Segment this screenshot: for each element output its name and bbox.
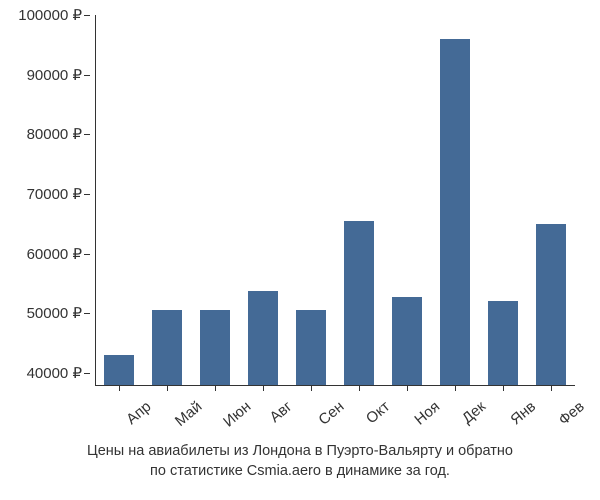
y-axis: 40000 ₽ 50000 ₽ 60000 ₽ 70000 ₽ 80000 ₽ 90000… <box>0 15 90 385</box>
y-tick-label: 100000 ₽ <box>18 6 82 24</box>
y-tick-mark <box>84 194 90 195</box>
price-chart: 40000 ₽ 50000 ₽ 60000 ₽ 70000 ₽ 80000 ₽ 90000… <box>0 0 600 500</box>
x-tick-label: Май <box>172 398 205 430</box>
y-tick-label: 40000 ₽ <box>27 364 82 382</box>
bar <box>392 297 422 385</box>
caption-line-2: по статистике Csmia.aero в динамике за г… <box>150 463 450 479</box>
y-tick-mark <box>84 373 90 374</box>
x-tick-mark <box>455 385 456 391</box>
caption-line-1: Цены на авиабилеты из Лондона в Пуэрто-В… <box>87 443 513 459</box>
x-axis-labels: АпрМайИюнАвгСенОктНояДекЯнвФев <box>95 392 575 442</box>
x-tick-mark <box>167 385 168 391</box>
bar <box>152 310 182 385</box>
y-tick-mark <box>84 75 90 76</box>
bar <box>344 221 374 385</box>
x-tick-mark <box>359 385 360 391</box>
bar <box>440 39 470 385</box>
y-tick-mark <box>84 15 90 16</box>
y-tick-label: 90000 ₽ <box>27 66 82 84</box>
x-tick-mark <box>503 385 504 391</box>
bar <box>200 310 230 385</box>
bar <box>488 301 518 385</box>
x-tick-label: Ноя <box>411 398 443 429</box>
y-tick-mark <box>84 254 90 255</box>
plot-area <box>95 15 575 385</box>
y-tick-label: 80000 ₽ <box>27 125 82 143</box>
x-tick-mark <box>311 385 312 391</box>
x-tick-label: Окт <box>363 398 393 427</box>
x-tick-label: Дек <box>459 398 489 427</box>
bar <box>296 310 326 385</box>
x-tick-label: Авг <box>266 398 295 426</box>
y-tick-label: 50000 ₽ <box>27 304 82 322</box>
x-tick-label: Апр <box>123 398 154 428</box>
x-tick-label: Фев <box>555 398 587 429</box>
y-tick-label: 60000 ₽ <box>27 245 82 263</box>
chart-caption: Цены на авиабилеты из Лондона в Пуэрто-В… <box>0 442 600 481</box>
x-tick-label: Июн <box>220 398 254 431</box>
bar <box>536 224 566 385</box>
bar <box>104 355 134 385</box>
x-tick-mark <box>119 385 120 391</box>
x-tick-mark <box>263 385 264 391</box>
x-tick-mark <box>407 385 408 391</box>
y-tick-mark <box>84 134 90 135</box>
x-tick-label: Янв <box>507 398 539 428</box>
x-tick-label: Сен <box>315 398 347 429</box>
x-tick-mark <box>215 385 216 391</box>
y-tick-label: 70000 ₽ <box>27 185 82 203</box>
bar <box>248 291 278 385</box>
y-tick-mark <box>84 313 90 314</box>
x-tick-mark <box>551 385 552 391</box>
